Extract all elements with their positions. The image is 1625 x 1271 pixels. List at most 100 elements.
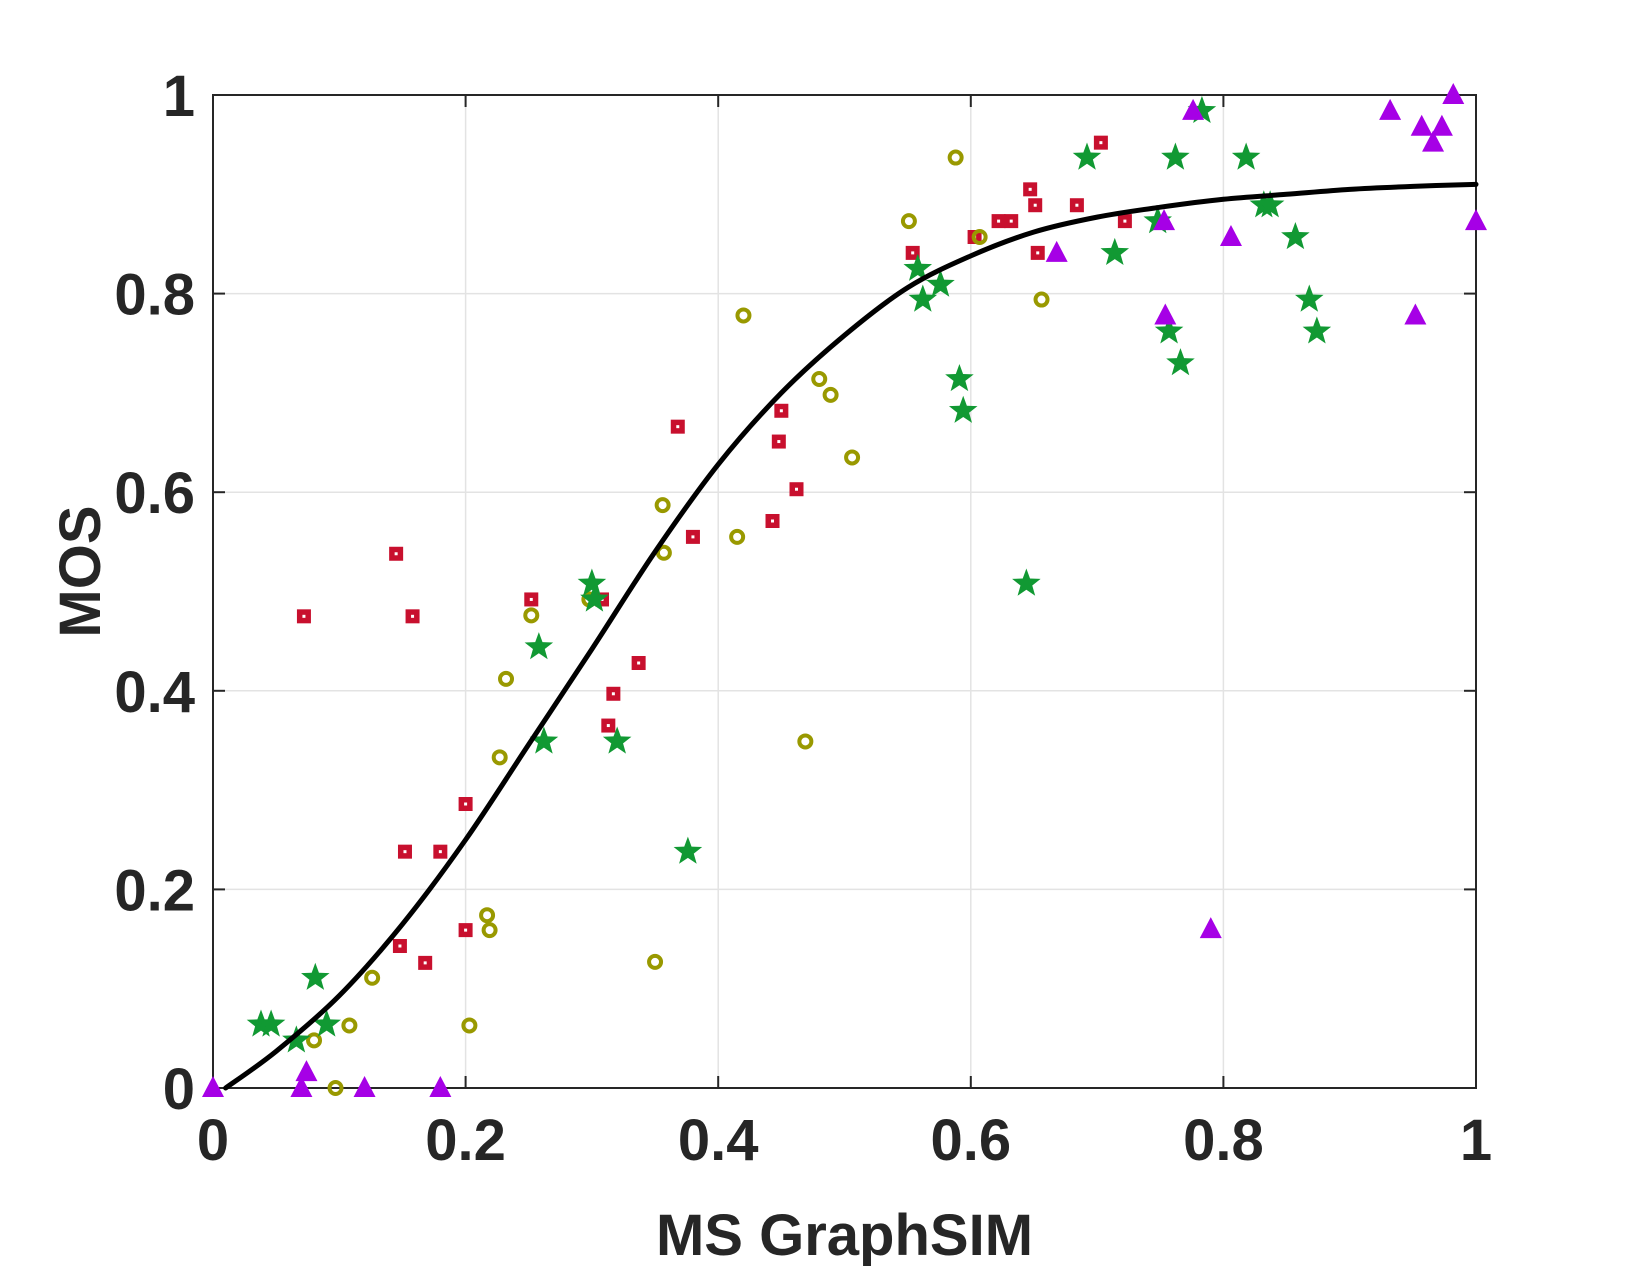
square-point-center [1099,141,1103,145]
square-point-center [403,850,407,854]
triangle-point [1182,98,1205,120]
triangle-point [1045,240,1068,262]
square-point-center [1036,251,1040,255]
triangle-point [1153,209,1176,231]
triangle-point [429,1076,452,1097]
star-point [602,726,632,754]
square-point-center [779,409,783,413]
star-point [1143,206,1172,234]
circle-point [306,1032,323,1049]
star-point [577,568,607,596]
triangle-point [202,1076,224,1097]
star-point [1166,348,1195,376]
triangle-point [353,1076,376,1097]
circle-point [654,497,671,514]
square-point-center [529,597,533,601]
square-point-center [1009,219,1013,223]
circle-point [498,670,515,687]
triangle-point [1219,224,1242,246]
star-point [945,364,974,392]
data-points [202,83,1487,1097]
circle-point [523,607,540,624]
square-point-center [438,850,442,854]
axes-frame [212,94,1477,1089]
x-tick-label: 0 [197,1108,229,1173]
y-tick-label: 0 [163,1057,195,1122]
square-point-center [637,661,641,665]
y-tick-label: 0.2 [114,858,195,923]
square-point-center [423,961,427,965]
circle-point [735,307,752,324]
triangle-point [1404,303,1427,325]
star-point [908,284,938,312]
star-point [1255,190,1285,218]
x-axis-ticks: 0 0.2 0.4 0.6 0.8 1 [197,95,1492,1173]
star-point [948,395,978,423]
circle-point [1033,291,1050,308]
x-tick-label: 0.6 [930,1108,1011,1173]
square-point-center [411,614,415,618]
square-point-center [1033,203,1037,207]
square-point-center [771,519,775,523]
star-point [301,962,330,990]
y-tick-label: 0.6 [114,461,195,526]
fit-curve [223,181,1479,1091]
star-point [580,584,609,612]
circle-point [461,1017,478,1034]
plot-area [213,95,1476,1088]
grid-lines [213,95,1476,1088]
triangle-point [295,1060,318,1082]
y-tick-label: 1 [163,64,195,129]
star-point [1161,142,1190,170]
axes-box [212,94,1477,1089]
triangle-point [1154,303,1177,325]
circle-point [811,370,828,387]
circle-point [729,528,746,545]
circle-point [647,953,664,970]
star-point [1154,316,1184,344]
square-point-center [676,425,680,429]
star-point [524,632,554,660]
circle-point [947,149,964,166]
star-point [673,836,703,864]
star-point [256,1009,286,1037]
square-point-center [795,487,799,491]
square-point-center [606,724,610,728]
square-point-center [911,251,915,255]
y-axis-label: MOS [48,505,113,637]
circle-point [971,228,988,245]
star-point [926,269,955,297]
square-point-center [394,552,398,556]
circle-point [364,969,381,986]
square-point-center [1028,187,1032,191]
circle-point [822,386,839,403]
y-axis-ticks: 0 0.2 0.4 0.6 0.8 1 [114,64,1476,1122]
star-point [1302,316,1332,344]
star-point [1231,142,1261,170]
square-point-center [997,219,1001,223]
circle-point [341,1017,358,1034]
x-tick-label: 0.4 [678,1108,759,1173]
x-tick-label: 1 [1460,1108,1492,1173]
triangle-point [290,1076,313,1097]
square-point-center [777,440,781,444]
star-point [903,253,933,281]
circle-point [479,907,496,924]
x-axis-label: MS GraphSIM [656,1203,1033,1266]
triangle-point [1410,114,1433,136]
triangle-point [1465,209,1487,231]
square-point-center [611,692,615,696]
triangle-point [1379,98,1402,120]
square-point-center [398,944,402,948]
y-tick-label: 0.8 [114,263,195,328]
square-point-center [1075,203,1079,207]
star-point [1187,95,1217,124]
star-point [1012,568,1041,596]
circle-point [844,449,861,466]
triangle-point [1199,917,1222,939]
square-point-center [302,614,306,618]
star-point [1072,142,1102,170]
y-tick-label: 0.4 [114,660,195,725]
star-point [1295,284,1324,312]
